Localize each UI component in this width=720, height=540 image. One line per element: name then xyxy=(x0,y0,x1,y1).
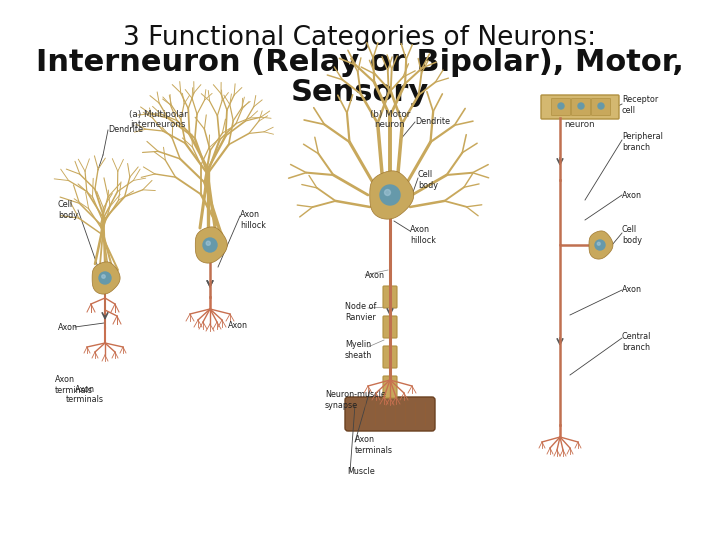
Circle shape xyxy=(595,240,605,250)
Circle shape xyxy=(578,103,584,109)
Text: Axon
terminals: Axon terminals xyxy=(355,435,393,455)
Text: Axon: Axon xyxy=(622,191,642,199)
Text: Axon
hillock: Axon hillock xyxy=(240,210,266,230)
Text: (b) Motor
neuron: (b) Motor neuron xyxy=(370,110,410,130)
Circle shape xyxy=(380,185,400,205)
Polygon shape xyxy=(589,231,613,259)
Text: Axon
terminals: Axon terminals xyxy=(55,375,93,395)
FancyBboxPatch shape xyxy=(383,286,397,308)
Text: Peripheral
branch: Peripheral branch xyxy=(622,132,663,152)
FancyBboxPatch shape xyxy=(383,346,397,368)
Circle shape xyxy=(598,103,604,109)
Text: Axon: Axon xyxy=(365,271,385,280)
Text: Dendrite: Dendrite xyxy=(415,118,450,126)
Circle shape xyxy=(203,238,217,252)
Text: Neuron-muscle
synapse: Neuron-muscle synapse xyxy=(325,390,386,410)
Text: Cell
body: Cell body xyxy=(58,200,78,220)
Text: Interneuron (Relay or Bipolar), Motor,: Interneuron (Relay or Bipolar), Motor, xyxy=(36,48,684,77)
Text: Dendrite: Dendrite xyxy=(108,125,143,134)
Circle shape xyxy=(206,241,210,245)
Text: Sensory: Sensory xyxy=(291,78,429,107)
Circle shape xyxy=(384,190,390,195)
Text: Axon: Axon xyxy=(58,322,78,332)
Text: Muscle: Muscle xyxy=(347,468,374,476)
Polygon shape xyxy=(195,227,228,263)
Text: Axon: Axon xyxy=(228,321,248,329)
Text: 3 Functional Categories of Neurons:: 3 Functional Categories of Neurons: xyxy=(123,25,597,51)
FancyBboxPatch shape xyxy=(383,376,397,398)
Text: Axon
terminals: Axon terminals xyxy=(66,385,104,404)
Polygon shape xyxy=(92,262,120,294)
Text: Cell
body: Cell body xyxy=(622,225,642,245)
Circle shape xyxy=(102,275,105,278)
Polygon shape xyxy=(370,171,414,219)
Text: Cell
body: Cell body xyxy=(418,170,438,190)
FancyBboxPatch shape xyxy=(592,98,611,116)
Circle shape xyxy=(598,242,600,245)
Circle shape xyxy=(99,272,111,284)
Text: (c) Sensory
neuron: (c) Sensory neuron xyxy=(555,110,605,130)
Text: Central
branch: Central branch xyxy=(622,332,652,352)
Text: Axon
hillock: Axon hillock xyxy=(410,225,436,245)
Text: Axon: Axon xyxy=(622,286,642,294)
Text: (a) Multipolar
interneurons: (a) Multipolar interneurons xyxy=(129,110,187,130)
Circle shape xyxy=(558,103,564,109)
Text: Myelin
sheath: Myelin sheath xyxy=(345,340,372,360)
FancyBboxPatch shape xyxy=(345,397,435,431)
FancyBboxPatch shape xyxy=(572,98,590,116)
FancyBboxPatch shape xyxy=(383,316,397,338)
FancyBboxPatch shape xyxy=(541,95,619,119)
Text: Node of
Ranvier: Node of Ranvier xyxy=(345,302,377,322)
Text: Receptor
cell: Receptor cell xyxy=(622,95,658,114)
FancyBboxPatch shape xyxy=(552,98,570,116)
